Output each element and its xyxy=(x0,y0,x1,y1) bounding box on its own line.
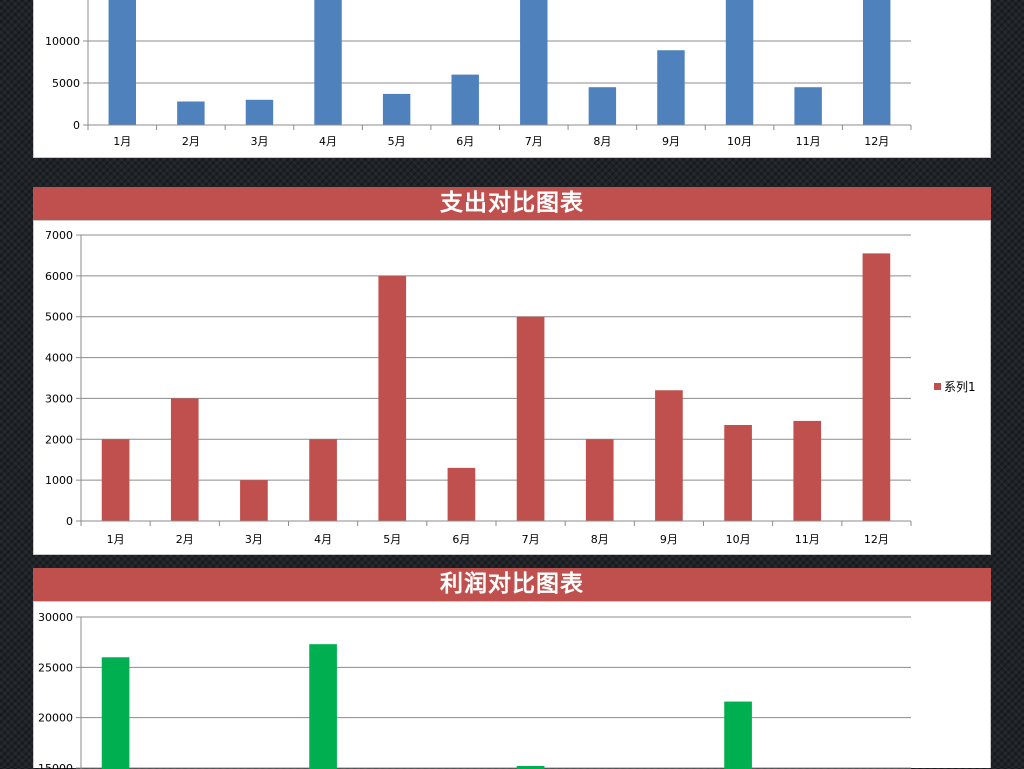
x-tick-label: 7月 xyxy=(525,135,543,148)
bar xyxy=(520,0,548,125)
bar xyxy=(655,390,683,521)
profit-bar-chart: 15000 20000 25000 30000 xyxy=(38,611,911,769)
x-tick-label: 6月 xyxy=(456,135,474,148)
x-tick-label: 9月 xyxy=(662,135,680,148)
bar xyxy=(862,253,891,521)
bar xyxy=(309,644,337,769)
bar xyxy=(240,480,268,521)
x-tick-label: 1月 xyxy=(107,533,125,546)
x-tick-label: 5月 xyxy=(383,533,401,546)
y-tick-label: 20000 xyxy=(38,712,73,725)
x-tick-label: 5月 xyxy=(388,135,406,148)
revenue-chart-panel: 0 5000 10000 1月 2月 3月 4月 5月 6月 7月 8月 9月 10月 11月 12月 xyxy=(33,0,991,158)
x-tick-label: 11月 xyxy=(796,135,821,148)
x-tick-label: 7月 xyxy=(522,533,540,546)
bar xyxy=(177,101,205,125)
x-tick-label: 4月 xyxy=(314,533,332,546)
bar xyxy=(382,93,411,125)
y-tick-label: 6000 xyxy=(45,270,73,283)
chart-title: 利润对比图表 xyxy=(440,571,584,597)
x-tick-label: 6月 xyxy=(452,533,470,546)
revenue-bar-chart: 0 5000 10000 1月 2月 3月 4月 5月 6月 7月 8月 9月 10月 11月 12月 xyxy=(45,0,912,148)
bar xyxy=(657,50,685,125)
bar xyxy=(108,0,137,125)
legend-swatch xyxy=(934,383,941,390)
chart-title: 支出对比图表 xyxy=(440,190,584,216)
x-tick-label: 9月 xyxy=(660,533,678,546)
x-tick-label: 11月 xyxy=(795,533,820,546)
bar xyxy=(516,316,545,521)
y-tick-label: 4000 xyxy=(45,352,73,365)
bar xyxy=(309,439,337,521)
x-tick-label: 8月 xyxy=(591,533,609,546)
bar xyxy=(451,74,479,125)
y-tick-label: 1000 xyxy=(45,474,73,487)
bar xyxy=(862,0,891,125)
bar xyxy=(101,439,130,521)
y-tick-label: 15000 xyxy=(38,762,73,769)
bar xyxy=(724,701,752,769)
chart-title-banner: 支出对比图表 xyxy=(33,187,991,220)
x-tick-label: 10月 xyxy=(727,135,752,148)
bar xyxy=(101,657,130,769)
x-tick-label: 10月 xyxy=(726,533,751,546)
y-tick-label: 0 xyxy=(66,515,73,528)
chart-title-banner: 利润对比图表 xyxy=(33,568,991,601)
profit-chart-panel: 15000 20000 25000 30000 xyxy=(33,601,991,769)
x-tick-label: 2月 xyxy=(176,533,194,546)
x-tick-label: 3月 xyxy=(250,135,268,148)
y-tick-label: 30000 xyxy=(38,611,73,624)
x-tick-label: 2月 xyxy=(182,135,200,148)
y-tick-label: 7000 xyxy=(45,229,73,242)
bar xyxy=(724,424,752,521)
bar xyxy=(314,0,342,125)
expense-bar-chart: 0 1000 2000 3000 4000 5000 6000 7000 1月 2月 3月 4月 5月 6… xyxy=(45,229,976,546)
y-tick-label: 25000 xyxy=(38,661,73,674)
bar xyxy=(588,87,617,125)
bar xyxy=(793,420,822,521)
y-tick-label: 5000 xyxy=(52,77,80,90)
legend-label: 系列1 xyxy=(944,380,976,394)
bar xyxy=(447,467,476,521)
x-tick-label: 3月 xyxy=(245,533,263,546)
x-tick-label: 8月 xyxy=(593,135,611,148)
x-tick-label: 12月 xyxy=(864,135,889,148)
bar xyxy=(516,765,545,769)
bar xyxy=(245,99,274,125)
x-tick-label: 12月 xyxy=(864,533,889,546)
x-tick-label: 1月 xyxy=(113,135,131,148)
y-tick-label: 3000 xyxy=(45,392,73,405)
legend: 系列1 xyxy=(934,380,976,394)
bar xyxy=(170,398,199,521)
bar xyxy=(378,275,407,521)
y-tick-label: 5000 xyxy=(45,311,73,324)
bar xyxy=(585,439,614,521)
x-tick-label: 4月 xyxy=(319,135,337,148)
y-tick-label: 2000 xyxy=(45,433,73,446)
y-tick-label: 10000 xyxy=(45,35,80,48)
bar xyxy=(794,87,822,125)
expense-chart-panel: 0 1000 2000 3000 4000 5000 6000 7000 1月 2月 3月 4月 5月 6… xyxy=(33,220,991,555)
bar xyxy=(725,0,754,125)
y-tick-label: 0 xyxy=(73,119,80,132)
